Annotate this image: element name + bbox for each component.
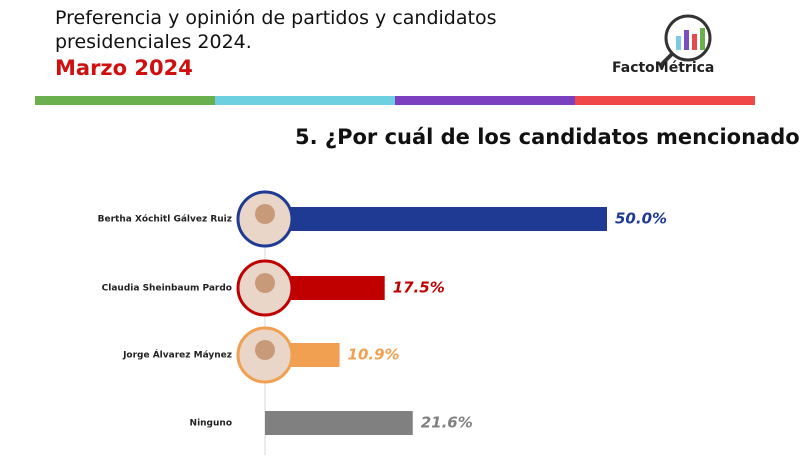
logo-icon bbox=[658, 14, 712, 68]
portrait-head bbox=[255, 340, 275, 360]
category-label: Jorge Álvarez Máynez bbox=[122, 349, 232, 361]
stripe-cyan bbox=[215, 96, 395, 105]
category-label: Claudia Sheinbaum Pardo bbox=[102, 284, 232, 294]
category-label: Ninguno bbox=[190, 419, 232, 429]
bar bbox=[265, 411, 413, 435]
logo-text: FactoMétrica bbox=[612, 60, 715, 76]
header-title: Preferencia y opinión de partidos y cand… bbox=[55, 7, 497, 53]
stripe-red bbox=[575, 96, 755, 105]
chart-title: 5. ¿Por cuál de los candidatos mencionad… bbox=[295, 125, 800, 149]
bar bbox=[265, 207, 607, 231]
value-label: 17.5% bbox=[393, 279, 445, 297]
value-label: 10.9% bbox=[348, 346, 400, 364]
color-stripe bbox=[35, 96, 755, 105]
value-label: 21.6% bbox=[421, 414, 473, 432]
category-label: Bertha Xóchitl Gálvez Ruiz bbox=[98, 214, 232, 225]
value-label: 50.0% bbox=[615, 210, 667, 228]
portrait-head bbox=[255, 273, 275, 293]
portrait-head bbox=[255, 204, 275, 224]
stripe-purple bbox=[395, 96, 575, 105]
stripe-green bbox=[35, 96, 215, 105]
header-date: Marzo 2024 bbox=[55, 56, 193, 80]
